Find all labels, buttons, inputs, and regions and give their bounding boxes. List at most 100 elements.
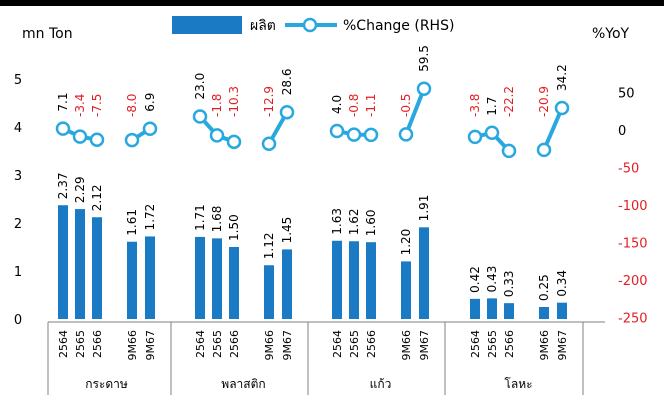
bar-value-label: 1.91	[417, 195, 431, 222]
bar	[195, 236, 205, 319]
right-tick-label: -100	[618, 199, 648, 214]
change-value-label: -3.8	[468, 94, 482, 117]
category-label: 2566	[365, 330, 378, 358]
left-tick-label: 2	[14, 217, 22, 232]
bar	[282, 249, 292, 319]
bar-value-label: 1.20	[399, 229, 413, 256]
category-label: 2564	[469, 330, 482, 358]
change-value-label: 59.5	[417, 45, 431, 72]
category-label: 9M67	[556, 330, 569, 361]
bar	[349, 241, 359, 319]
change-point	[536, 142, 552, 158]
bar	[401, 261, 411, 319]
change-value-label: 34.2	[555, 64, 569, 91]
category-label: 2566	[503, 330, 516, 358]
change-point	[467, 129, 483, 145]
left-tick-label: 0	[14, 313, 22, 328]
left-tick-label: 3	[14, 169, 22, 184]
bar-value-label: 1.61	[125, 209, 139, 236]
category-label: 9M67	[281, 330, 294, 361]
change-point	[554, 100, 570, 116]
category-label: 9M67	[418, 330, 431, 361]
change-value-label: 23.0	[193, 73, 207, 100]
bar	[229, 247, 239, 319]
change-value-label: 6.9	[143, 93, 157, 112]
change-point	[363, 127, 379, 143]
change-value-label: 7.1	[56, 93, 70, 112]
group-1: 2.37 7.1 2.29 -3.4 2.12 -7.5 1.61 -8.0 1.72 6.9	[55, 93, 158, 319]
change-point	[501, 143, 517, 159]
change-value-label: -0.5	[399, 94, 413, 117]
x-axis: 2564 2565 2566 9M66 9M67 กระดาษ 2564 2565 2566 9M…	[47, 321, 605, 395]
change-value-label: -0.8	[347, 94, 361, 117]
bar-value-label: 1.60	[364, 209, 378, 236]
change-value-label: -12.9	[262, 86, 276, 117]
bar	[504, 303, 514, 319]
left-axis-unit: mn Ton	[22, 26, 73, 42]
change-point	[484, 125, 500, 140]
category-label: 2566	[91, 330, 104, 358]
bar	[539, 307, 549, 319]
bar-value-label: 2.12	[90, 185, 104, 212]
bar-value-label: 1.68	[210, 206, 224, 233]
category-label: 9M66	[263, 330, 276, 361]
bar	[92, 217, 102, 319]
bar	[264, 265, 274, 319]
change-point	[72, 129, 88, 144]
right-tick-label: -250	[618, 312, 648, 327]
right-tick-label: 0	[618, 124, 626, 139]
change-point	[192, 109, 208, 124]
bar	[487, 298, 497, 319]
right-tick-label: 50	[618, 87, 635, 102]
change-value-label: -10.3	[227, 86, 241, 117]
change-point	[124, 132, 140, 148]
change-value-label: 28.6	[280, 69, 294, 96]
change-point	[209, 128, 225, 143]
change-point	[226, 134, 242, 150]
change-value-label: -3.4	[73, 94, 87, 117]
bar	[557, 302, 567, 319]
bar	[366, 242, 376, 319]
bar-value-label: 0.43	[485, 266, 499, 293]
change-value-label: -1.1	[364, 94, 378, 117]
legend-bar-swatch	[172, 16, 242, 34]
legend: ผลิต %Change (RHS)	[172, 16, 454, 34]
category-label: 2565	[211, 330, 224, 358]
category-label: 9M66	[538, 330, 551, 361]
plot-area: 2.37 7.1 2.29 -3.4 2.12 -7.5 1.61 -8.0 1.72 6.9 1.…	[55, 45, 570, 319]
change-point	[329, 123, 345, 139]
left-tick-label: 5	[14, 73, 22, 88]
group-3: 1.63 4.0 1.62 -0.8 1.60 -1.1 1.20 -0.5 1.91 59.5	[329, 45, 432, 319]
bar-value-label: 0.34	[555, 270, 569, 297]
group-label: พลาสติก	[221, 377, 265, 391]
category-label: 9M67	[144, 330, 157, 361]
category-label: 2564	[194, 330, 207, 358]
change-point	[55, 121, 71, 136]
category-label: 9M66	[126, 330, 139, 361]
bar	[212, 238, 222, 319]
category-label: 2565	[74, 330, 87, 358]
category-label: 2565	[486, 330, 499, 358]
legend-line-label: %Change (RHS)	[343, 18, 454, 34]
bar	[127, 241, 137, 319]
right-axis-unit: %YoY	[592, 26, 630, 42]
category-label: 9M66	[400, 330, 413, 361]
category-label: 2566	[228, 330, 241, 358]
bar-value-label: 0.25	[537, 274, 551, 301]
bar-value-label: 1.12	[262, 233, 276, 260]
change-value-label: -7.5	[90, 94, 104, 117]
change-point	[346, 127, 362, 142]
bar-value-label: 1.63	[330, 208, 344, 235]
category-label: 2565	[348, 330, 361, 358]
group-label: โลหะ	[504, 377, 532, 391]
bar-value-label: 2.37	[56, 173, 70, 200]
change-point	[142, 121, 158, 137]
left-axis: 0 1 2 3 4 5	[14, 73, 22, 328]
bar-value-label: 0.33	[502, 270, 516, 297]
change-value-label: 1.7	[485, 97, 499, 116]
change-value-label: -22.2	[502, 86, 516, 117]
bar-value-label: 0.42	[468, 266, 482, 293]
bar	[75, 209, 85, 319]
group-4: 0.42 -3.8 0.43 1.7 0.33 -22.2 0.25 -20.9 0.34 34.…	[467, 64, 570, 319]
